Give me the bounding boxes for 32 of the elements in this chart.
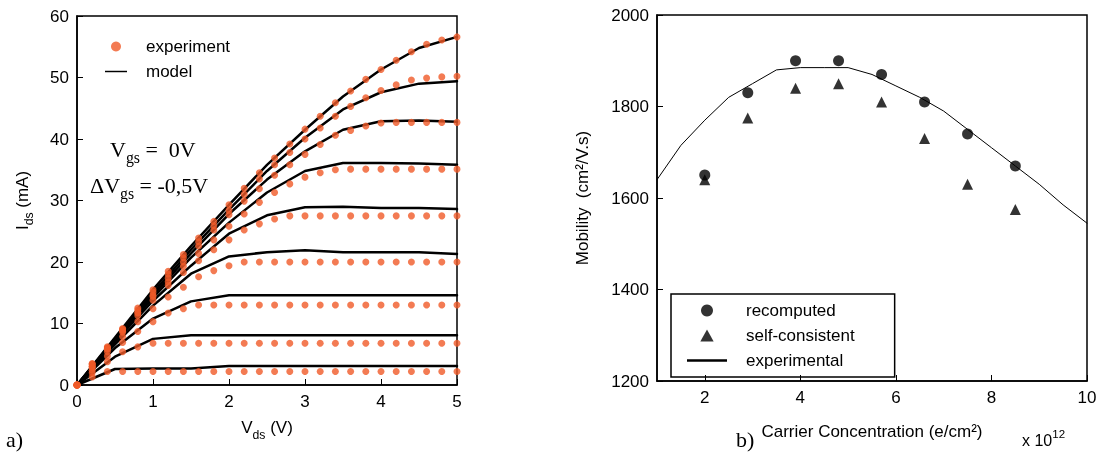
y-axis-title: Ids (mA): [12, 170, 36, 231]
y-tick-label: 60: [50, 6, 69, 26]
y-tick-label: 10: [50, 314, 69, 333]
x-tick-label: 1: [148, 392, 158, 411]
x-tick-label: 4: [376, 392, 386, 411]
y-tick-label: 50: [50, 68, 69, 87]
x-axis-title: Carrier Concentration (e/cm²): [761, 422, 983, 442]
x-tick-label: 0: [72, 392, 82, 411]
y-tick-label: 2000: [611, 5, 649, 25]
legend-label: experiment: [146, 37, 231, 56]
x-tick-label: 4: [795, 388, 806, 407]
y-tick-label: 1800: [611, 97, 649, 116]
x-tick-label: 10: [1077, 388, 1097, 407]
x-tick-label: 2: [224, 392, 234, 411]
y-tick-label: 40: [50, 129, 69, 149]
y-tick-label: 1400: [611, 280, 649, 299]
x-tick-label: 6: [891, 388, 901, 407]
text: a): [6, 426, 24, 452]
y-tick-label: 1600: [611, 188, 649, 208]
y-axis-title: Mobility (cm²/V.s): [572, 130, 592, 266]
text: b): [736, 426, 755, 452]
x-tick-label: 5: [452, 392, 462, 411]
y-tick-label: 20: [50, 252, 69, 272]
legend-label: recomputed: [746, 301, 836, 320]
legend-label: model: [146, 62, 193, 81]
legend-label: self-consistent: [746, 326, 855, 345]
x-tick-label: 2: [700, 388, 710, 407]
y-tick-label: 1200: [611, 371, 649, 391]
x-tick-label: 3: [300, 392, 310, 411]
legend-label: experimental: [746, 351, 844, 370]
x-tick-label: 8: [986, 388, 997, 407]
y-tick-label: 30: [50, 191, 69, 210]
